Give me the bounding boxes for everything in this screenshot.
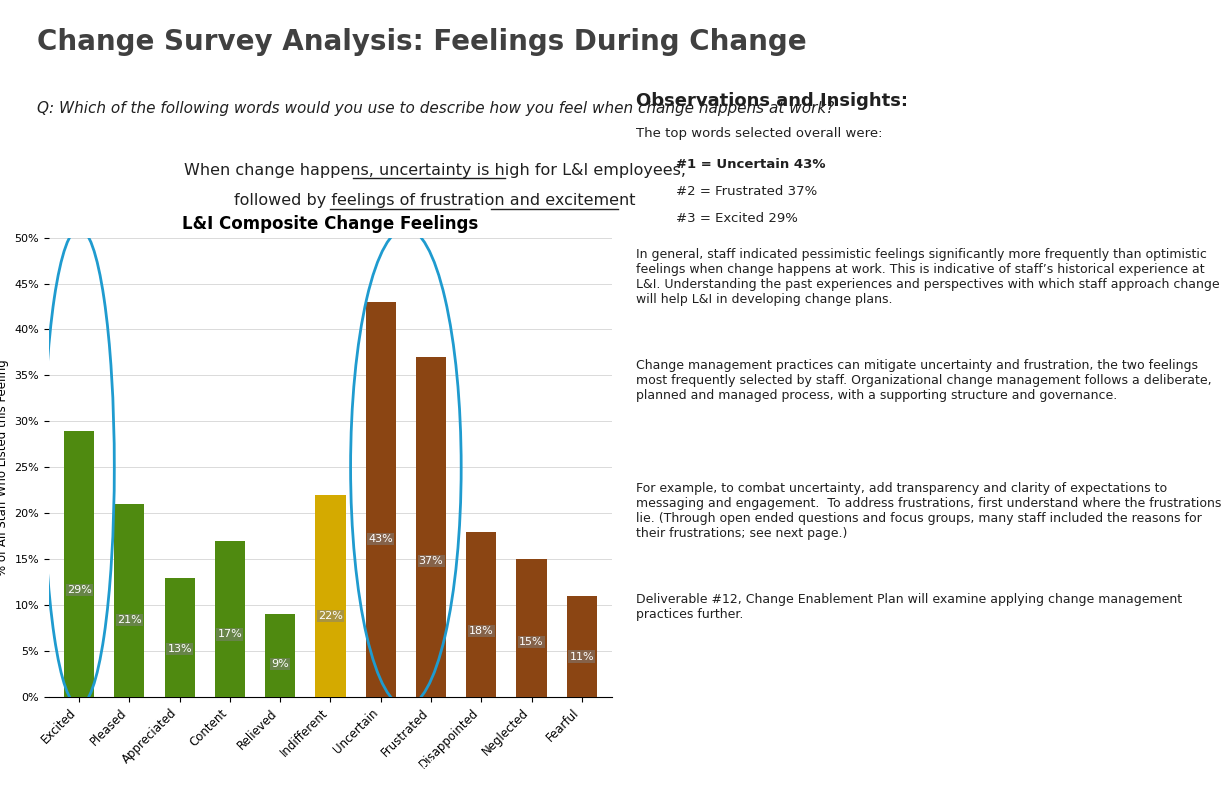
Bar [114, 504, 144, 697]
Text: For example, to combat uncertainty, add transparency and clarity of expectations: For example, to combat uncertainty, add … [636, 482, 1222, 540]
Bar [366, 302, 395, 697]
Bar [466, 531, 497, 697]
Text: The top words selected overall were:: The top words selected overall were: [636, 127, 883, 139]
Bar [164, 577, 195, 697]
Text: 15%: 15% [519, 637, 543, 647]
Text: 21%: 21% [118, 615, 142, 625]
Text: Q: Which of the following words would you use to describe how you feel when chan: Q: Which of the following words would yo… [37, 101, 834, 116]
Text: 22%: 22% [318, 611, 343, 621]
Text: 17%: 17% [218, 630, 242, 639]
Text: Washington State Department of Labor & Industries: Washington State Department of Labor & I… [397, 760, 827, 777]
Text: #3 = Excited 29%: #3 = Excited 29% [676, 211, 798, 225]
Text: Change Survey Analysis: Feelings During Change: Change Survey Analysis: Feelings During … [37, 28, 807, 55]
Bar [64, 431, 94, 697]
Text: 9%: 9% [272, 659, 289, 669]
Title: L&I Composite Change Feelings: L&I Composite Change Feelings [182, 215, 479, 234]
Text: 18%: 18% [469, 626, 493, 636]
Bar [266, 615, 295, 697]
Text: 29%: 29% [66, 585, 92, 596]
Bar [215, 541, 245, 697]
Text: followed by feelings of frustration and excitement: followed by feelings of frustration and … [234, 193, 635, 208]
Text: 13: 13 [1160, 759, 1187, 778]
Text: In general, staff indicated pessimistic feelings significantly more frequently t: In general, staff indicated pessimistic … [636, 248, 1220, 306]
Bar [416, 357, 446, 697]
Text: 43%: 43% [368, 534, 393, 544]
Text: #2 = Frustrated 37%: #2 = Frustrated 37% [676, 185, 818, 198]
Text: 37%: 37% [419, 556, 443, 566]
Y-axis label: % of All Staff Who Listed this Feeling: % of All Staff Who Listed this Feeling [0, 359, 9, 576]
Bar [517, 559, 547, 697]
Bar [316, 495, 345, 697]
Text: #1 = Uncertain 43%: #1 = Uncertain 43% [676, 158, 825, 171]
Bar [567, 596, 597, 697]
Text: When change happens, uncertainty is high for L&I employees,: When change happens, uncertainty is high… [184, 163, 685, 178]
Text: Observations and Insights:: Observations and Insights: [636, 92, 908, 110]
Text: Change management practices can mitigate uncertainty and frustration, the two fe: Change management practices can mitigate… [636, 359, 1212, 402]
Text: 13%: 13% [168, 644, 192, 654]
Text: Deliverable #12, Change Enablement Plan will examine applying change management : Deliverable #12, Change Enablement Plan … [636, 593, 1182, 621]
Text: 11%: 11% [569, 652, 594, 661]
